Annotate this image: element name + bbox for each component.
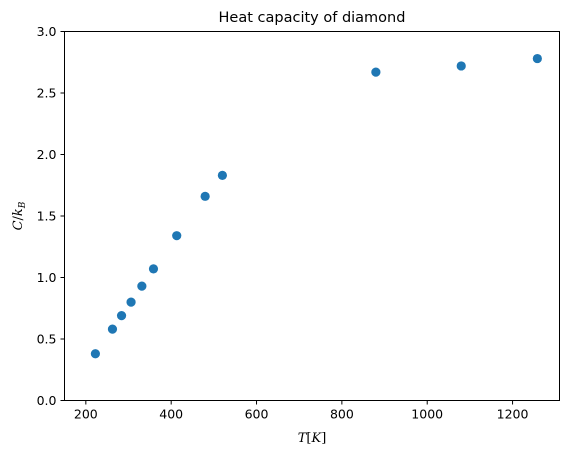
y-tick-label: 0.5 [37, 332, 57, 347]
data-point [126, 297, 136, 307]
x-tick-label: 800 [330, 407, 354, 422]
x-axis-label-bracket-close: ] [321, 431, 326, 446]
x-tick-label: 1200 [497, 407, 529, 422]
data-point [116, 311, 127, 321]
y-tick-label: 2.0 [37, 147, 57, 162]
data-point [456, 61, 466, 71]
x-axis-label-symbol: T [298, 431, 308, 446]
x-tick-label: 600 [245, 407, 269, 422]
y-axis: 0.0 0.5 1.0 1.5 2.0 2.5 3.0 [37, 24, 65, 408]
x-axis: 200 400 600 800 1000 1200 [74, 400, 529, 422]
data-point [137, 281, 147, 291]
y-tick-label: 3.0 [37, 24, 57, 39]
data-point [148, 264, 159, 274]
data-point [200, 191, 210, 201]
data-point [371, 67, 381, 77]
y-tick-label: 2.5 [37, 86, 57, 101]
y-axis-label: C/kB [11, 201, 28, 230]
x-tick-label: 1000 [411, 407, 443, 422]
data-point [90, 349, 100, 359]
data-point [107, 324, 118, 334]
plot-area [90, 53, 542, 359]
x-axis-label: T[K] [298, 431, 327, 446]
y-tick-label: 0.0 [37, 393, 57, 408]
plot-frame [64, 31, 560, 401]
x-axis-label-unit: K [310, 431, 322, 446]
x-tick-label: 200 [74, 407, 98, 422]
y-axis-label-subscript: B [18, 201, 28, 209]
x-axis-label-bracket-open: [ [306, 431, 311, 446]
y-tick-label: 1.5 [37, 209, 57, 224]
data-point [532, 53, 542, 64]
y-axis-label-slash: / [11, 215, 26, 220]
y-tick-label: 1.0 [37, 270, 57, 285]
y-axis-label-symbol: C [11, 220, 26, 230]
x-tick-label: 400 [159, 407, 183, 422]
y-axis-label-k: k [11, 208, 26, 216]
data-point [217, 170, 227, 181]
chart-title: Heat capacity of diamond [219, 10, 406, 26]
data-point [172, 231, 182, 241]
